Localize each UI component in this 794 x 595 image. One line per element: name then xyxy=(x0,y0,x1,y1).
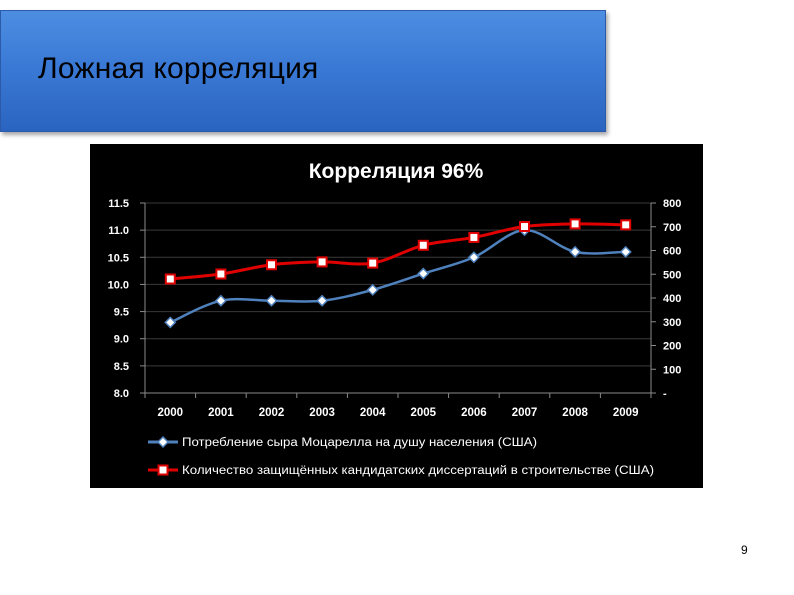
data-point-series-2 xyxy=(367,257,379,269)
correlation-chart: Корреляция 96% 8.0 8.5 9.0 9.5 10.0 10.5 11.0 1… xyxy=(108,160,682,477)
right-y-tick-label: 500 xyxy=(663,269,681,281)
left-y-tick-label: 10.0 xyxy=(108,279,129,291)
x-tick-label: 2002 xyxy=(259,407,285,419)
x-tick-label: 2004 xyxy=(360,407,386,419)
page-number: 9 xyxy=(741,543,748,557)
right-y-tick-label: 600 xyxy=(663,246,681,258)
x-tick-label: 2008 xyxy=(562,407,588,419)
series-line-1 xyxy=(169,228,626,324)
data-point-series-1 xyxy=(265,294,278,307)
data-point-series-1 xyxy=(164,316,177,329)
x-tick-label: 2005 xyxy=(411,407,437,419)
left-y-tick-label: 9.5 xyxy=(114,307,129,319)
data-point-series-2 xyxy=(215,268,227,280)
chart-container: Корреляция 96% 8.0 8.5 9.0 9.5 10.0 10.5 11.0 1… xyxy=(90,144,703,488)
legend-label: Потребление сыра Моцарелла на душу насел… xyxy=(182,437,537,449)
data-point-series-1 xyxy=(417,267,430,280)
right-y-tick-label: 400 xyxy=(663,293,681,305)
slide-title: Ложная корреляция xyxy=(38,52,319,85)
right-y-tick-label: - xyxy=(663,388,667,400)
legend-label: Количество защищённых кандидатских диссе… xyxy=(182,465,654,477)
left-y-tick-label: 8.0 xyxy=(114,388,129,400)
series-line-2 xyxy=(170,222,626,281)
left-y-tick-label: 10.5 xyxy=(108,252,129,264)
data-point-series-1 xyxy=(467,251,480,264)
title-banner xyxy=(0,10,606,132)
x-tick-label: 2001 xyxy=(208,407,234,419)
data-point-series-2 xyxy=(620,219,632,231)
data-point-series-2 xyxy=(519,221,530,233)
data-point-series-1 xyxy=(366,283,379,296)
left-y-tick-label: 8.5 xyxy=(114,361,129,373)
chart-title: Корреляция 96% xyxy=(309,160,484,183)
data-point-series-1 xyxy=(619,245,632,258)
data-point-series-2 xyxy=(266,259,277,271)
data-point-series-1 xyxy=(316,294,329,307)
data-point-series-1 xyxy=(569,245,582,258)
x-tick-label: 2006 xyxy=(461,407,487,419)
right-y-tick-label: 300 xyxy=(663,317,681,329)
right-y-tick-label: 800 xyxy=(663,198,681,210)
right-y-tick-label: 700 xyxy=(663,222,681,234)
x-tick-label: 2003 xyxy=(309,407,335,419)
data-point-series-2 xyxy=(569,218,581,230)
data-point-series-2 xyxy=(164,273,176,285)
left-y-tick-label: 9.0 xyxy=(114,334,129,346)
x-tick-label: 2009 xyxy=(613,407,639,419)
data-point-series-2 xyxy=(417,239,429,251)
x-tick-label: 2007 xyxy=(512,407,538,419)
left-y-tick-label: 11.0 xyxy=(108,225,129,237)
x-tick-label: 2000 xyxy=(158,407,184,419)
left-y-tick-label: 11.5 xyxy=(108,198,129,210)
legend-marker xyxy=(156,435,170,449)
right-y-tick-label: 100 xyxy=(663,364,681,376)
right-y-tick-label: 200 xyxy=(663,341,681,353)
data-point-series-1 xyxy=(214,294,227,307)
data-point-series-2 xyxy=(316,256,328,268)
data-point-series-2 xyxy=(468,231,480,243)
legend-marker xyxy=(157,464,169,476)
